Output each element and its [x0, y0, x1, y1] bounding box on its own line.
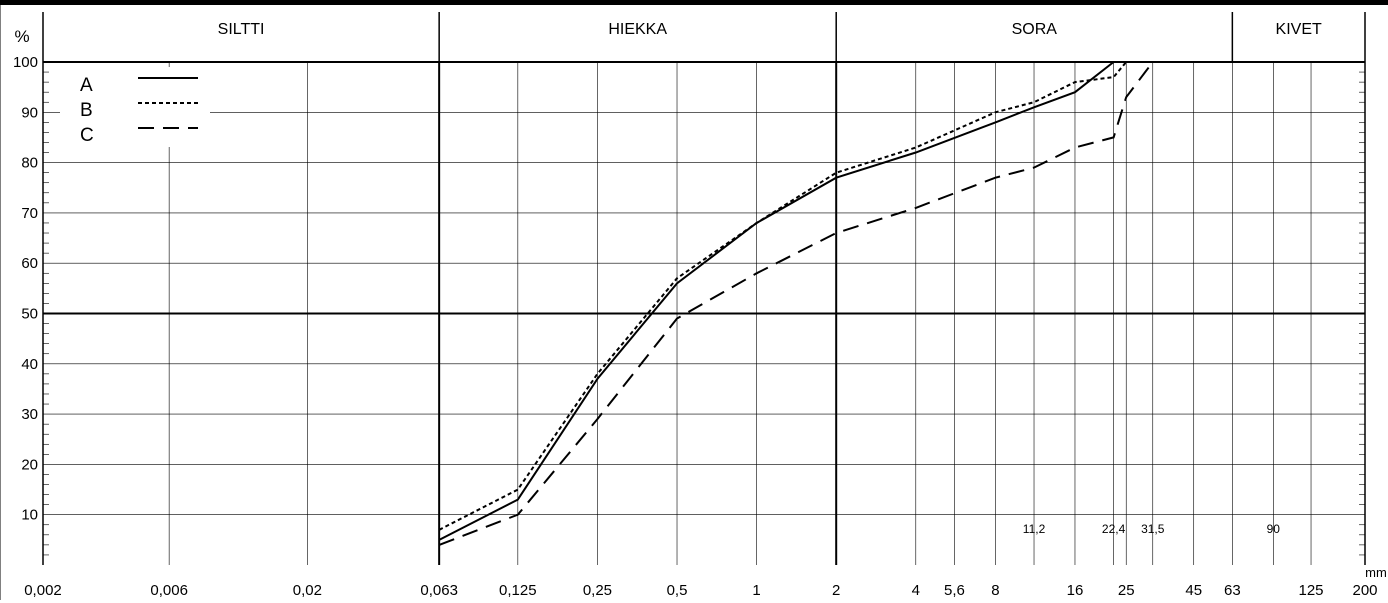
series-line-b [438, 61, 1127, 531]
x-axis: mm 0,002 0,006 0,02 0,063 0,125 0,25 0,5 1 2 4 5,6… [24, 522, 1387, 599]
x-tick-label: 0,006 [150, 582, 188, 599]
x-tick-label: 0,063 [420, 582, 458, 599]
y-tick-label: 10 [21, 507, 38, 524]
legend-box [60, 67, 210, 147]
y-tick-label: 100 [13, 54, 38, 71]
y-tick-label: 60 [21, 255, 38, 272]
x-tick-label: 0,02 [293, 582, 322, 599]
y-tick-label: 30 [21, 406, 38, 423]
x-tick-label: 0,125 [499, 582, 537, 599]
x-tick-label: 1 [752, 582, 760, 599]
series-lines [438, 61, 1154, 546]
y-unit-label: % [14, 27, 29, 46]
x-tick-label: 5,6 [944, 582, 965, 599]
legend: ABC [60, 67, 210, 147]
x-tick-label: 63 [1224, 582, 1241, 599]
x-tick-label: 4 [912, 582, 920, 599]
y-tick-label: 20 [21, 456, 38, 473]
zone-label: HIEKKA [608, 21, 667, 38]
y-tick-label: 40 [21, 356, 38, 373]
zone-label: SILTTI [218, 21, 265, 38]
inner-tick-label: 11,2 [1023, 522, 1046, 536]
x-tick-label: 125 [1299, 582, 1324, 599]
grid [42, 61, 1366, 565]
x-tick-label: 25 [1118, 582, 1135, 599]
zone-headers: SILTTI HIEKKA SORA KIVET [42, 12, 1366, 63]
x-tick-label: 8 [991, 582, 999, 599]
y-tick-label: 70 [21, 205, 38, 222]
series-line-a [438, 61, 1115, 541]
inner-tick-label: 22,4 [1102, 522, 1126, 536]
y-tick-label: 90 [21, 104, 38, 121]
x-tick-label: 200 [1352, 582, 1377, 599]
x-tick-label: 0,5 [667, 582, 688, 599]
y-tick-label: 80 [21, 155, 38, 172]
top-border [0, 0, 1388, 5]
x-tick-label: 2 [832, 582, 840, 599]
inner-tick-label: 90 [1267, 522, 1281, 536]
legend-label: A [80, 75, 93, 96]
zone-label: KIVET [1276, 21, 1322, 38]
y-tick-label: 50 [21, 306, 38, 323]
x-tick-label: 16 [1067, 582, 1084, 599]
inner-tick-label: 31,5 [1141, 522, 1165, 536]
series-line-c [438, 61, 1154, 546]
legend-label: B [80, 100, 93, 121]
x-tick-label: 0,25 [583, 582, 612, 599]
x-tick-label: 0,002 [24, 582, 62, 599]
y-axis: % 10 20 30 40 50 60 70 80 90 100 [13, 27, 38, 524]
x-unit-label: mm [1365, 565, 1387, 580]
x-tick-label: 45 [1185, 582, 1202, 599]
zone-label: SORA [1012, 21, 1058, 38]
legend-label: C [80, 125, 94, 146]
